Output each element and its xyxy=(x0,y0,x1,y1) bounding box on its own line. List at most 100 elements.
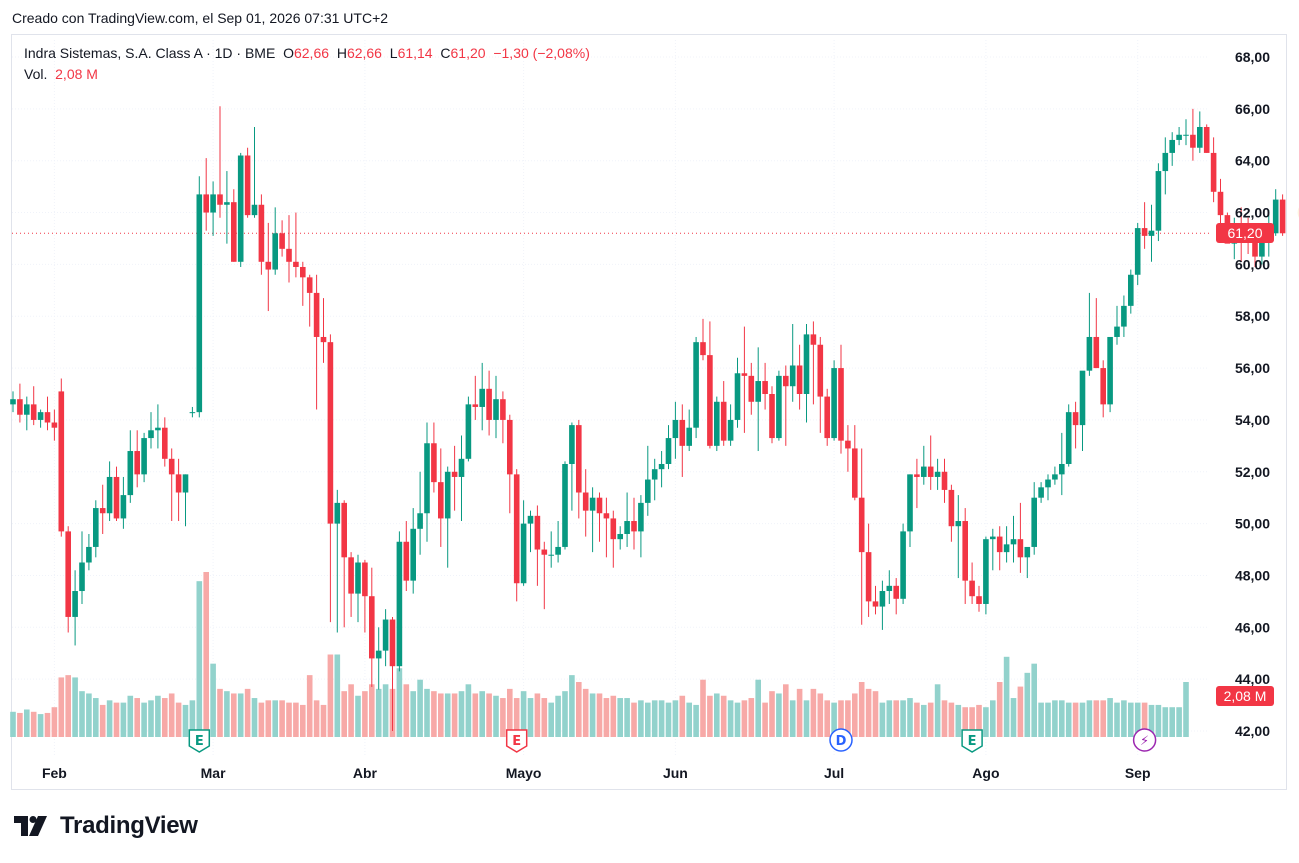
tradingview-brand[interactable]: TradingView xyxy=(14,812,198,840)
candle-body xyxy=(893,585,899,599)
volume-bar xyxy=(893,700,899,737)
candle-body xyxy=(803,334,810,394)
candle-body xyxy=(762,381,768,394)
earnings-event-icon xyxy=(961,729,983,753)
candle-body xyxy=(1197,126,1203,148)
candle-body xyxy=(189,412,196,414)
candle-body xyxy=(996,536,1003,553)
volume-bar xyxy=(948,702,955,737)
volume-bar xyxy=(1072,702,1079,737)
candle-body xyxy=(658,463,665,470)
candle-body xyxy=(562,463,568,547)
candle-body xyxy=(24,404,30,415)
volume-bar xyxy=(168,693,175,737)
candle-body xyxy=(783,375,789,387)
candle-body xyxy=(382,619,389,651)
volume-bar xyxy=(755,679,761,737)
volume-bar xyxy=(789,700,796,737)
price-tick-label: 62,00 xyxy=(1235,205,1270,221)
volume-bar xyxy=(286,702,292,737)
candle-body xyxy=(424,443,430,514)
volume-bar xyxy=(1169,707,1175,737)
candle-body xyxy=(810,334,817,345)
candle-body xyxy=(403,541,410,581)
candle-body xyxy=(1141,228,1148,236)
candle-body xyxy=(10,399,16,405)
volume-bar xyxy=(1003,656,1010,737)
volume-bar xyxy=(113,702,120,737)
volume-bar xyxy=(603,698,610,737)
split-event-icon xyxy=(1132,728,1157,752)
candle-body xyxy=(555,546,561,555)
candle-body xyxy=(1169,139,1175,153)
candle-body xyxy=(679,419,686,446)
candle-body xyxy=(279,233,285,249)
candle-body xyxy=(65,531,71,617)
price-tick-label: 48,00 xyxy=(1235,567,1270,583)
volume-bar xyxy=(120,702,127,737)
volume-bar xyxy=(796,688,803,737)
candle-body xyxy=(217,194,223,205)
volume-bar xyxy=(58,677,65,737)
volume-bar xyxy=(458,691,465,737)
candle-body xyxy=(44,412,51,423)
volume-bar xyxy=(127,695,134,737)
volume-bar xyxy=(306,675,313,737)
change-value: −1,30 (−2,08%) xyxy=(493,45,590,61)
volume-bar xyxy=(879,702,886,737)
volume-bar xyxy=(983,707,989,737)
volume-bar xyxy=(748,698,755,737)
candle-body xyxy=(589,497,596,511)
chart-panel[interactable] xyxy=(11,34,1287,790)
volume-bar xyxy=(155,695,161,737)
candle-body xyxy=(693,342,699,428)
candle-body xyxy=(507,419,513,475)
candle-body xyxy=(638,502,644,532)
volume-bar xyxy=(824,700,830,737)
candle-body xyxy=(776,375,782,439)
candle-body xyxy=(1086,336,1093,371)
volume-bar xyxy=(1155,704,1162,737)
high-label: H xyxy=(336,45,347,61)
time-axis[interactable]: Feb Mar Abr Mayo Jun Jul Ago Sep xyxy=(42,765,1151,781)
volume-bar xyxy=(907,698,913,737)
volume-bar xyxy=(141,702,147,737)
volume-bar xyxy=(727,700,734,737)
volume-bar xyxy=(334,654,341,737)
candle-body xyxy=(582,492,589,511)
volume-bar xyxy=(858,682,865,737)
volume-bar xyxy=(665,702,672,737)
price-tick-label: 60,00 xyxy=(1235,256,1270,272)
volume-bar xyxy=(182,704,189,737)
candle-body xyxy=(341,502,347,558)
volume-bar xyxy=(645,702,651,737)
price-axis[interactable]: 68,00 66,00 64,00 62,00 60,00 58,00 56,00 54,00… xyxy=(1235,49,1270,739)
volume-bar xyxy=(1024,672,1031,737)
volume-bar xyxy=(990,700,996,737)
candle-body xyxy=(99,508,106,514)
candle-body xyxy=(755,381,761,402)
candle-body xyxy=(175,474,182,493)
candle-body xyxy=(831,368,837,439)
volume-bar xyxy=(831,702,837,737)
candle-body xyxy=(576,425,582,493)
candle-body xyxy=(990,536,996,540)
volume-bar xyxy=(969,707,975,737)
volume-bar xyxy=(962,707,968,737)
candle-body xyxy=(672,419,679,439)
volume-bar xyxy=(224,691,230,737)
event-label: D xyxy=(836,734,847,749)
candle-body xyxy=(369,596,375,659)
volume-bar xyxy=(472,693,479,737)
volume-bar xyxy=(734,702,741,737)
volume-bar xyxy=(886,700,893,737)
open-label: O xyxy=(283,45,294,61)
volume-bar xyxy=(265,700,272,737)
candle-body xyxy=(486,388,492,420)
volume-bar xyxy=(900,700,906,737)
candle-body xyxy=(748,375,755,402)
volume-bar xyxy=(210,663,216,737)
volume-bar xyxy=(769,691,775,737)
